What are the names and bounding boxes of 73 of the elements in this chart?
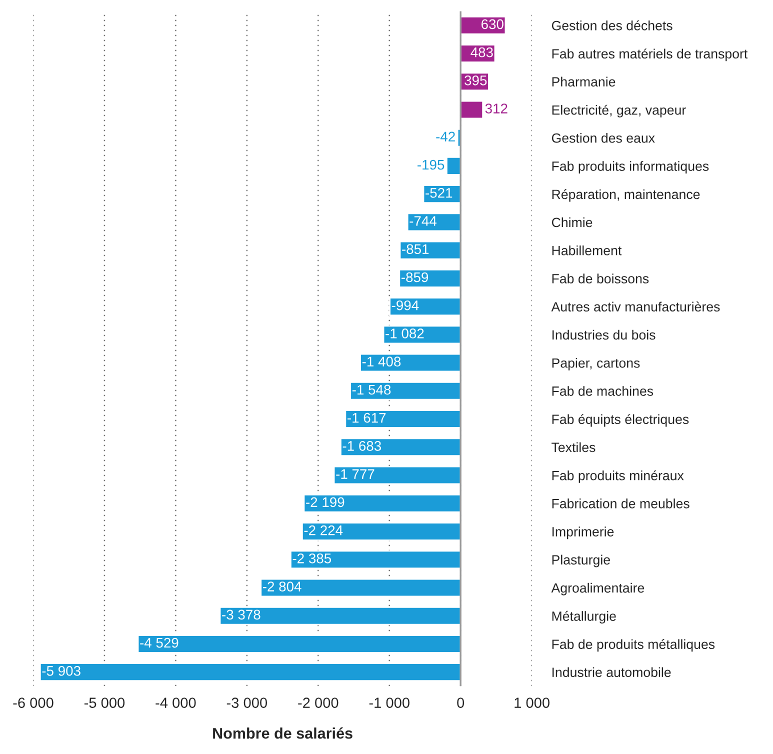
data-label: -2 804 <box>262 582 302 592</box>
bar <box>360 353 462 372</box>
y-tick-label: Chimie <box>552 217 592 228</box>
data-label: -1 548 <box>352 384 391 395</box>
y-tick-label: Fab de machines <box>552 386 654 396</box>
data-label: -1 617 <box>348 412 386 423</box>
x-axis-title: Nombre de salariés <box>213 727 352 739</box>
data-label: -2 385 <box>292 554 332 564</box>
bar <box>260 578 462 598</box>
y-tick-label: Gestion des déchets <box>552 20 672 30</box>
bar <box>219 606 462 626</box>
y-tick-label: Pharmanie <box>552 76 616 87</box>
x-tick-label: -4 000 <box>156 698 196 708</box>
x-tick-label: 0 <box>457 698 464 708</box>
bar <box>460 100 484 120</box>
data-label: 483 <box>470 47 493 58</box>
data-label: -994 <box>392 300 419 310</box>
data-label: -195 <box>418 160 444 170</box>
y-tick-label: Gestion des eaux <box>552 133 655 143</box>
data-label: 395 <box>464 76 487 86</box>
y-tick-label: Papier, cartons <box>552 358 640 370</box>
bar <box>350 381 462 400</box>
x-tick-label: -5 000 <box>84 698 125 708</box>
data-label: -42 <box>436 132 455 142</box>
data-label: -851 <box>402 244 429 254</box>
y-tick-label: Industrie automobile <box>552 667 671 678</box>
bar <box>389 297 462 316</box>
y-tick-label: Plasturgie <box>552 554 610 568</box>
data-label: 630 <box>482 19 504 30</box>
bar <box>333 466 462 485</box>
y-tick-label: Fab autres matériels de transport <box>552 48 748 62</box>
y-tick-label: Textiles <box>552 442 596 452</box>
y-tick-label: Fab produits minéraux <box>552 470 684 483</box>
y-tick-label: Electricité, gaz, vapeur <box>552 104 686 118</box>
y-tick-label: Industries du bois <box>552 330 656 340</box>
data-label: -1 082 <box>386 328 424 338</box>
bar <box>137 634 462 654</box>
data-label: -5 903 <box>42 666 80 676</box>
y-tick-label: Fab produits informatiques <box>552 161 709 174</box>
data-label: -1 683 <box>342 441 381 451</box>
data-label: -1 408 <box>362 356 401 367</box>
y-tick-label: Habillement <box>552 245 622 256</box>
y-tick-label: Fab de produits métalliques <box>552 639 715 652</box>
data-label: -1 777 <box>336 469 374 479</box>
y-tick-label: Fab de boissons <box>552 274 649 284</box>
bar <box>446 156 462 176</box>
data-label: -2 199 <box>306 497 344 508</box>
y-tick-label: Fabrication de meubles <box>552 498 690 508</box>
bar <box>301 522 462 541</box>
x-tick-label: -3 000 <box>226 698 268 708</box>
y-tick-label: Autres activ manufacturières <box>551 302 720 312</box>
x-tick-label: 1 000 <box>514 698 550 708</box>
x-tick-label: -1 000 <box>369 698 410 708</box>
data-label: -744 <box>410 216 436 226</box>
data-label: -3 378 <box>222 610 260 620</box>
bar <box>290 550 462 570</box>
y-tick-label: Imprimerie <box>552 526 614 540</box>
data-label: 312 <box>485 104 508 114</box>
y-tick-label: Fab équipts électriques <box>552 414 689 427</box>
y-tick-label: Agroalimentaire <box>551 582 644 596</box>
bar <box>344 410 462 428</box>
bar <box>303 494 462 513</box>
y-tick-label: Métallurgie <box>552 610 616 624</box>
bar <box>340 438 462 457</box>
bar <box>398 269 462 288</box>
y-tick-label: Réparation, maintenance <box>552 189 700 202</box>
data-label: -521 <box>426 188 452 198</box>
data-label: -859 <box>402 272 428 282</box>
x-tick-label: -6 000 <box>13 698 54 708</box>
bar <box>39 662 462 682</box>
data-label: -2 224 <box>304 525 343 536</box>
data-label: -4 529 <box>140 638 178 648</box>
x-tick-label: -2 000 <box>298 698 338 708</box>
